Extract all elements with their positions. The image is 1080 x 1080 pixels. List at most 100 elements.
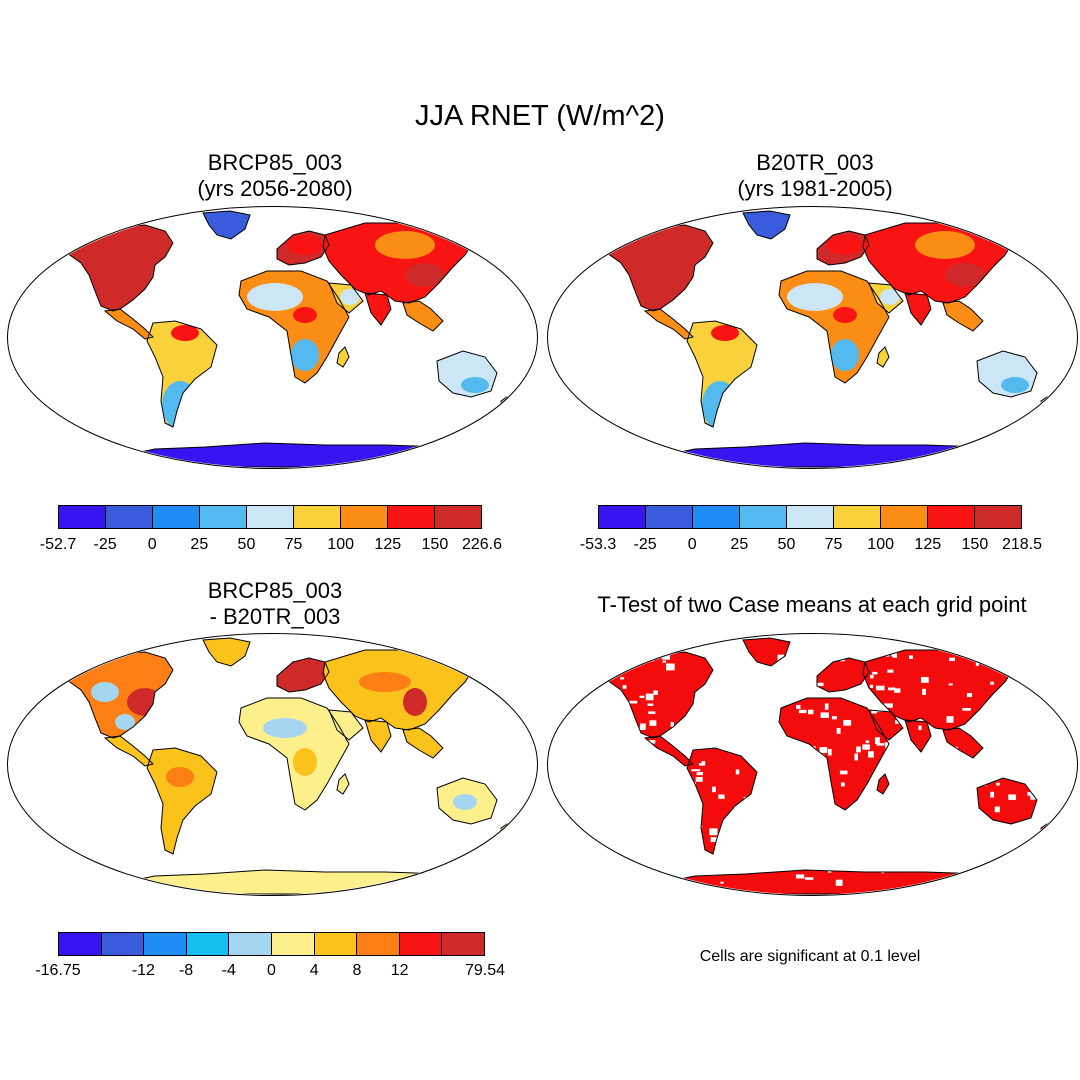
nonsignificant-cell: [921, 676, 929, 683]
land-samerica: [687, 748, 757, 854]
coastline-africa: [238, 270, 350, 384]
coastline-seasia: [942, 727, 984, 759]
colorbar-labels-difference: -16.75 -12 -8 -4 0 4 8 12 79.54: [35, 962, 505, 984]
coastline-india: [904, 292, 932, 326]
colorbar-tick-label: 125: [374, 536, 402, 553]
land-arabia: [329, 710, 363, 740]
coastline-samerica: [686, 320, 758, 428]
nonsignificant-cell: [720, 881, 724, 884]
coastline-namerica: [51, 224, 174, 312]
colorbar-tick-label: 150: [961, 536, 989, 553]
nonsignificant-cell: [971, 871, 977, 876]
panel-title-line2: - B20TR_003: [209, 604, 341, 629]
nonsignificant-cell: [1032, 671, 1041, 674]
nonsignificant-cell: [1027, 792, 1033, 796]
nonsignificant-cell: [843, 719, 852, 726]
nonsignificant-cell: [647, 703, 654, 706]
field-patch: [171, 325, 199, 341]
panel-title-line1: BRCP85_003: [207, 150, 343, 175]
field-patch: [359, 672, 411, 692]
colorbar-box: [101, 933, 145, 955]
field-patch: [711, 325, 739, 341]
coastline-samerica: [146, 747, 218, 855]
nonsignificant-cell: [870, 674, 874, 679]
colorbar-box: [646, 506, 693, 528]
colorbar-tick-label: -52.7: [39, 536, 77, 553]
nonsignificant-cell: [854, 753, 858, 761]
colorbar-tick-label: -25: [633, 536, 657, 553]
nonsignificant-cell: [948, 683, 953, 686]
land-samerica: [147, 748, 217, 854]
land-central: [645, 736, 693, 766]
colorbar-future: [58, 505, 482, 529]
coastline-central: [103, 308, 154, 340]
nonsignificant-cell: [1035, 653, 1039, 659]
nonsignificant-cell: [992, 870, 999, 877]
nonsignificant-cell: [922, 688, 926, 695]
nonsignificant-cell: [808, 709, 814, 715]
nonsignificant-cell: [990, 681, 994, 685]
colorbar-box: [144, 933, 187, 955]
nonsignificant-cell: [819, 747, 828, 753]
nonsignificant-cell: [990, 791, 995, 798]
nonsignificant-cell: [876, 685, 885, 691]
colorbar-tick-label: 226.6: [461, 536, 503, 553]
nonsignificant-cell: [840, 782, 845, 787]
nonsignificant-cell: [894, 688, 901, 693]
nonsignificant-cell: [712, 786, 716, 793]
nonsignificant-cell: [709, 828, 718, 836]
nonsignificant-cell: [640, 723, 646, 730]
field-patch: [827, 235, 863, 255]
colorbar-box: [59, 933, 102, 955]
significance-note: Cells are significant at 0.1 level: [699, 948, 921, 965]
nonsignificant-cell: [836, 727, 841, 734]
colorbar-tick-label: 75: [824, 536, 843, 553]
nonsignificant-cell: [1027, 676, 1034, 683]
colorbar-box: [341, 506, 388, 528]
coastline-seasia: [402, 300, 444, 332]
nonsignificant-cell: [629, 700, 638, 704]
nonsignificant-cell: [662, 660, 667, 663]
nonsignificant-cell: [966, 693, 972, 698]
coastline-seasia: [402, 727, 444, 759]
colorbar-tick-label: 25: [190, 536, 209, 553]
nonsignificant-cell: [648, 711, 656, 714]
nonsignificant-cell: [868, 751, 874, 758]
nonsignificant-cell: [949, 657, 955, 662]
coastline-india: [364, 292, 392, 326]
field-patch: [340, 289, 360, 305]
coastline-madagascar: [876, 773, 890, 795]
colorbar-tick-label: -8: [178, 962, 194, 979]
nonsignificant-cell: [735, 769, 740, 775]
field-patch: [375, 231, 435, 259]
nonsignificant-cell: [875, 737, 880, 744]
field-patch: [833, 307, 857, 323]
coastline-australia: [436, 350, 498, 398]
nonsignificant-cell: [946, 716, 954, 723]
nonsignificant-cell: [871, 710, 877, 714]
land-seasia: [403, 301, 443, 331]
field-patch: [91, 682, 119, 702]
nonsignificant-cell: [835, 879, 843, 886]
nonsignificant-cell: [992, 662, 1000, 666]
nonsignificant-cell: [869, 684, 874, 688]
nonsignificant-cell: [593, 877, 594, 881]
field-patch: [167, 355, 199, 375]
field-patch: [247, 283, 303, 311]
field-patch: [629, 253, 681, 297]
coastline-madagascar: [876, 346, 890, 368]
colorbar-tick-label: 100: [867, 536, 895, 553]
colorbar-box: [599, 506, 646, 528]
land-india: [905, 720, 931, 752]
colorbar-box: [787, 506, 834, 528]
coastline-india: [364, 719, 392, 753]
colorbar-tick-label: -4: [221, 962, 236, 979]
coastline-namerica: [51, 651, 174, 739]
colorbar-tick-label: 12: [390, 962, 409, 979]
colorbar-tick-label: 218.5: [1001, 536, 1043, 553]
map-frame: [7, 633, 538, 896]
nonsignificant-cell: [695, 777, 703, 782]
nonsignificant-cell: [1021, 652, 1027, 656]
field-patch: [880, 289, 900, 305]
nonsignificant-cell: [820, 712, 829, 718]
